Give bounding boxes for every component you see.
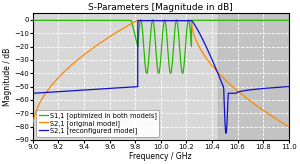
X-axis label: Frequency / GHz: Frequency / GHz [130, 152, 192, 161]
S2,1 [reconfigured model] [266, 87, 270, 89]
S2,1 [original model] [287, 126, 290, 128]
S1,1 [optimized in both models] [287, 19, 290, 21]
S2,1 [original model] [153, 20, 156, 22]
S2,1 [reconfigured model] [279, 86, 283, 88]
Line: S1,1 [optimized in both models]: S1,1 [optimized in both models] [33, 20, 289, 73]
S2,1 [reconfigured model] [139, 20, 142, 22]
S2,1 [reconfigured model] [217, 74, 220, 76]
S2,1 [original model] [31, 126, 35, 128]
S1,1 [optimized in both models] [141, 28, 144, 30]
S2,1 [original model] [266, 113, 270, 115]
Legend: S1,1 [optimized in both models], S2,1 [original model], S2,1 [reconfigured model: S1,1 [optimized in both models], S2,1 [o… [36, 110, 159, 137]
S2,1 [reconfigured model] [141, 20, 144, 22]
Y-axis label: Magnitude / dB: Magnitude / dB [4, 48, 13, 106]
S1,1 [optimized in both models] [139, 20, 142, 21]
S1,1 [optimized in both models] [153, 29, 156, 31]
Line: S2,1 [original model]: S2,1 [original model] [33, 20, 289, 127]
S2,1 [original model] [141, 20, 144, 22]
Bar [218, 13, 289, 140]
S1,1 [optimized in both models] [266, 19, 270, 21]
S2,1 [reconfigured model] [153, 20, 156, 22]
S2,1 [original model] [139, 20, 142, 22]
S1,1 [optimized in both models] [217, 19, 220, 21]
S2,1 [reconfigured model] [31, 92, 35, 94]
Line: S2,1 [reconfigured model]: S2,1 [reconfigured model] [33, 21, 289, 133]
S2,1 [reconfigured model] [136, 20, 140, 22]
S2,1 [original model] [136, 19, 140, 21]
Title: S-Parameters [Magnitude in dB]: S-Parameters [Magnitude in dB] [88, 3, 233, 12]
S1,1 [optimized in both models] [157, 72, 160, 74]
S2,1 [reconfigured model] [224, 132, 228, 134]
S2,1 [original model] [217, 72, 220, 74]
S1,1 [optimized in both models] [175, 19, 178, 21]
S1,1 [optimized in both models] [31, 19, 35, 21]
S2,1 [original model] [279, 121, 283, 123]
S1,1 [optimized in both models] [279, 19, 283, 21]
S2,1 [reconfigured model] [287, 86, 290, 88]
